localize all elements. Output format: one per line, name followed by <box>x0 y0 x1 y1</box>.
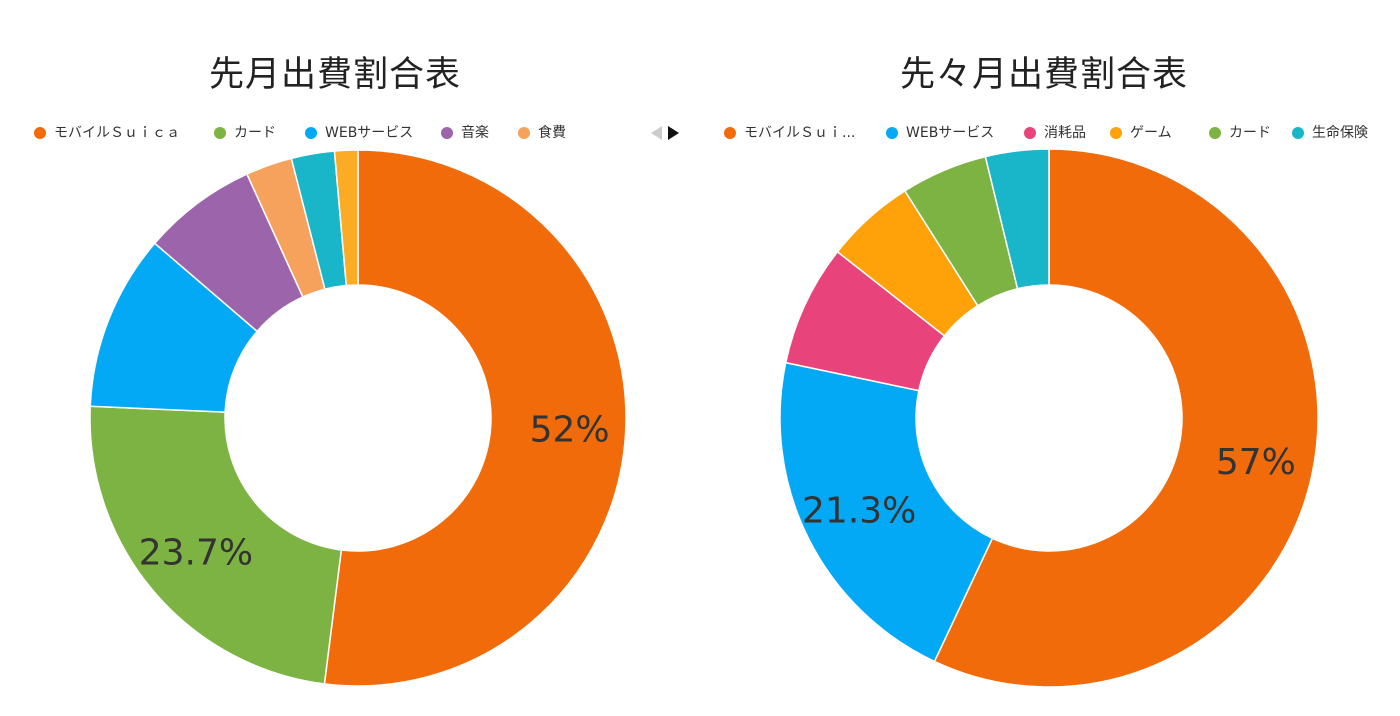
legend-swatch <box>518 127 530 139</box>
legend-label: 食費 <box>538 125 566 141</box>
donut-slice[interactable] <box>333 149 359 287</box>
chart-two-months-ago: 先々月出費割合表 モバイルＳｕｉ... WEBサービス 消耗品 ゲーム カード … <box>690 0 1400 716</box>
data-label: 52% <box>530 409 610 450</box>
chart-title: 先々月出費割合表 <box>899 55 1188 95</box>
legend-swatch <box>34 127 46 139</box>
triangle-left-icon[interactable] <box>646 124 666 142</box>
legend-label: カード <box>234 125 276 141</box>
legend-swatch <box>724 127 736 139</box>
donut-slice[interactable] <box>933 148 1319 688</box>
donut-slice[interactable] <box>323 149 627 687</box>
legend-label: WEBサービス <box>906 125 995 141</box>
donut-slice[interactable] <box>779 361 994 663</box>
donut-slice[interactable] <box>984 148 1050 290</box>
legend-label: 消耗品 <box>1044 125 1086 141</box>
legend-swatch <box>305 127 317 139</box>
legend-label: WEBサービス <box>325 125 414 141</box>
chart-last-month: 先月出費割合表 モバイルＳｕｉｃａ カード WEBサービス 音楽 食費 5 <box>0 0 690 716</box>
legend-swatch <box>441 127 453 139</box>
donut-chart: 52% 23.7% <box>89 149 627 687</box>
legend-label: 音楽 <box>461 125 489 141</box>
legend-swatch <box>214 127 226 139</box>
legend-label: モバイルＳｕｉ... <box>744 125 856 141</box>
data-label: 57% <box>1216 442 1296 483</box>
data-label: 21.3% <box>802 490 916 531</box>
legend-label: モバイルＳｕｉｃａ <box>54 125 180 141</box>
legend-swatch <box>1292 127 1304 139</box>
legend-swatch <box>1110 127 1122 139</box>
legend-label: カード <box>1229 125 1271 141</box>
legend-swatch <box>1209 127 1221 139</box>
legend-pager <box>640 124 688 142</box>
data-label: 23.7% <box>139 533 253 574</box>
legend-label: 生命保険 <box>1312 125 1368 141</box>
triangle-right-icon[interactable] <box>664 124 684 142</box>
chart-title: 先月出費割合表 <box>208 55 461 95</box>
donut-slice[interactable] <box>89 405 343 685</box>
legend-swatch <box>1024 127 1036 139</box>
legend-label: ゲーム <box>1130 125 1172 141</box>
donut-chart: 57% 21.3% <box>779 148 1319 688</box>
legend-swatch <box>886 127 898 139</box>
